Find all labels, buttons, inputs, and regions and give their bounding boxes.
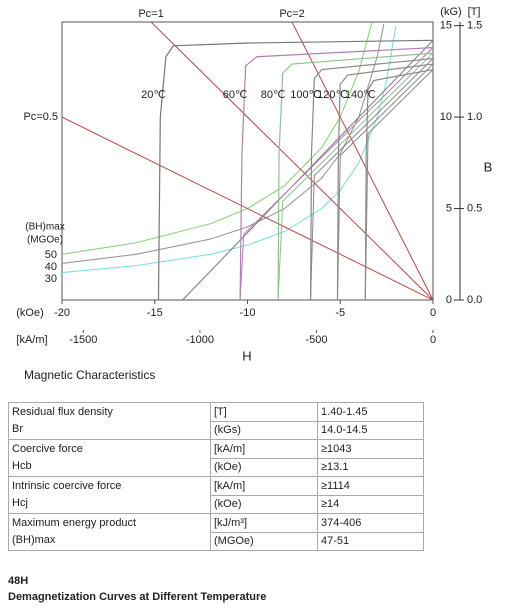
y2-tick-label: 1.5 [467,20,482,32]
intrinsic-curve [336,63,433,300]
property-table: Residual flux density Br [T] 1.40-1.45 (kGs)… [8,402,424,551]
y2-tick-label: 0.0 [467,294,482,306]
value-cell: 1.40-1.45 [317,402,424,422]
x2-tick-label: 0 [430,334,436,346]
table-row: Maximum energy product (BH)max [kJ/m³] 374-… [8,513,424,551]
footer: 48H Demagnetization Curves at Different … [8,573,266,605]
property-name: Residual flux density [12,406,113,418]
bh-unit: (MGOe) [27,235,63,246]
intrinsic-curve [364,68,433,300]
intrinsic-curve [277,52,433,300]
property-name: Maximum energy product [12,517,137,529]
y2-tick-label: 1.0 [467,111,482,123]
temperature-label: 140℃ [345,89,376,101]
x2-unit: [kA/m] [16,334,47,346]
grade: 48H [8,575,29,587]
y-tick-label: 15 [440,20,452,32]
unit-cell: (kGs) [210,420,318,440]
property-cell: Maximum energy product (BH)max [8,513,211,551]
temperature-label: 100℃ [290,89,321,101]
energy-label: 30 [45,273,57,285]
energy-curve [62,25,397,274]
energy-label: 50 [45,249,57,261]
normal-curve [336,63,433,300]
chart: (kG) [T] B (kOe) [kA/m] H (BH)max (MGOe)… [16,6,493,364]
unit-cell: (kOe) [210,494,318,514]
normal-curve [277,52,433,300]
bh-label: (BH)max [25,222,64,233]
x-tick-label: -15 [147,307,163,319]
temperature-label: 120℃ [317,89,348,101]
load-line [150,22,433,300]
load-line-label: Pc=2 [279,8,304,20]
property-cell: Residual flux density Br [8,402,211,440]
x2-tick-label: -500 [305,334,327,346]
property-cell: Coercive force Hcb [8,439,211,477]
x2-tick-label: -1000 [186,334,214,346]
x-tick-label: -20 [54,307,70,319]
footer-title: Demagnetization Curves at Different Temp… [8,591,267,603]
property-cell: Intrinsic coercive force Hcj [8,476,211,514]
temperature-label: 60℃ [223,89,248,101]
normal-curve [182,39,433,300]
table-row: (kGs) 14.0-14.5 [9,420,424,440]
x-tick-label: 0 [430,307,436,319]
property-name: (BH)max [12,534,56,546]
table-row: Coercive force Hcb [kA/m] ≥1043 [8,439,424,477]
value-cell: 14.0-14.5 [317,420,424,440]
caption: Magnetic Characteristics [24,368,156,382]
load-line [291,22,433,300]
intrinsic-curve [157,39,433,300]
value-cell: 47-51 [317,531,424,551]
y2-unit: [T] [468,6,481,18]
unit-cell: [kA/m] [210,439,318,459]
load-line [62,116,433,300]
property-name: Br [12,423,23,435]
y-tick-label: 5 [446,202,452,214]
property-name: Hcb [12,460,32,472]
value-cell: ≥13.1 [317,457,424,477]
unit-cell: [kA/m] [210,476,318,496]
normal-curve [239,47,433,300]
table-row: Residual flux density Br [T] 1.40-1.45 [8,402,424,440]
y-tick-label: 0 [446,294,452,306]
unit-cell: (MGOe) [210,531,318,551]
value-cell: 374-406 [317,513,424,533]
property-name: Hcj [12,497,28,509]
x-tick-label: -10 [240,307,256,319]
normal-curve [310,58,433,300]
value-cell: ≥1043 [317,439,424,459]
unit-cell: (kOe) [210,457,318,477]
x-unit: (kOe) [16,307,44,319]
unit-cell: [kJ/m³] [210,513,318,533]
x2-tick-label: -1500 [69,334,97,346]
y-tick-label: 10 [440,111,452,123]
load-line-label: Pc=1 [138,8,163,20]
x-axis-label: H [242,348,251,363]
energy-label: 40 [45,261,57,273]
y-unit: (kG) [440,6,461,18]
table-row: (MGOe) 47-51 [9,531,424,551]
y-axis-label: B [484,159,493,174]
temperature-label: 80℃ [261,89,286,101]
y2-tick-label: 0.5 [467,202,482,214]
curves [62,22,433,300]
x-tick-label: -5 [335,307,345,319]
energy-curve [62,22,373,255]
value-cell: ≥1114 [317,476,424,496]
intrinsic-curve [239,47,433,300]
intrinsic-curve [309,57,433,300]
property-name: Intrinsic coercive force [12,480,122,492]
energy-curve [62,23,385,264]
table-row: Intrinsic coercive force Hcj [kA/m] ≥1114 [8,476,424,514]
unit-cell: [T] [210,402,318,422]
property-name: Coercive force [12,443,83,455]
temperature-label: 20℃ [141,89,166,101]
value-cell: ≥14 [317,494,424,514]
load-line-label: Pc=0.5 [23,111,58,123]
